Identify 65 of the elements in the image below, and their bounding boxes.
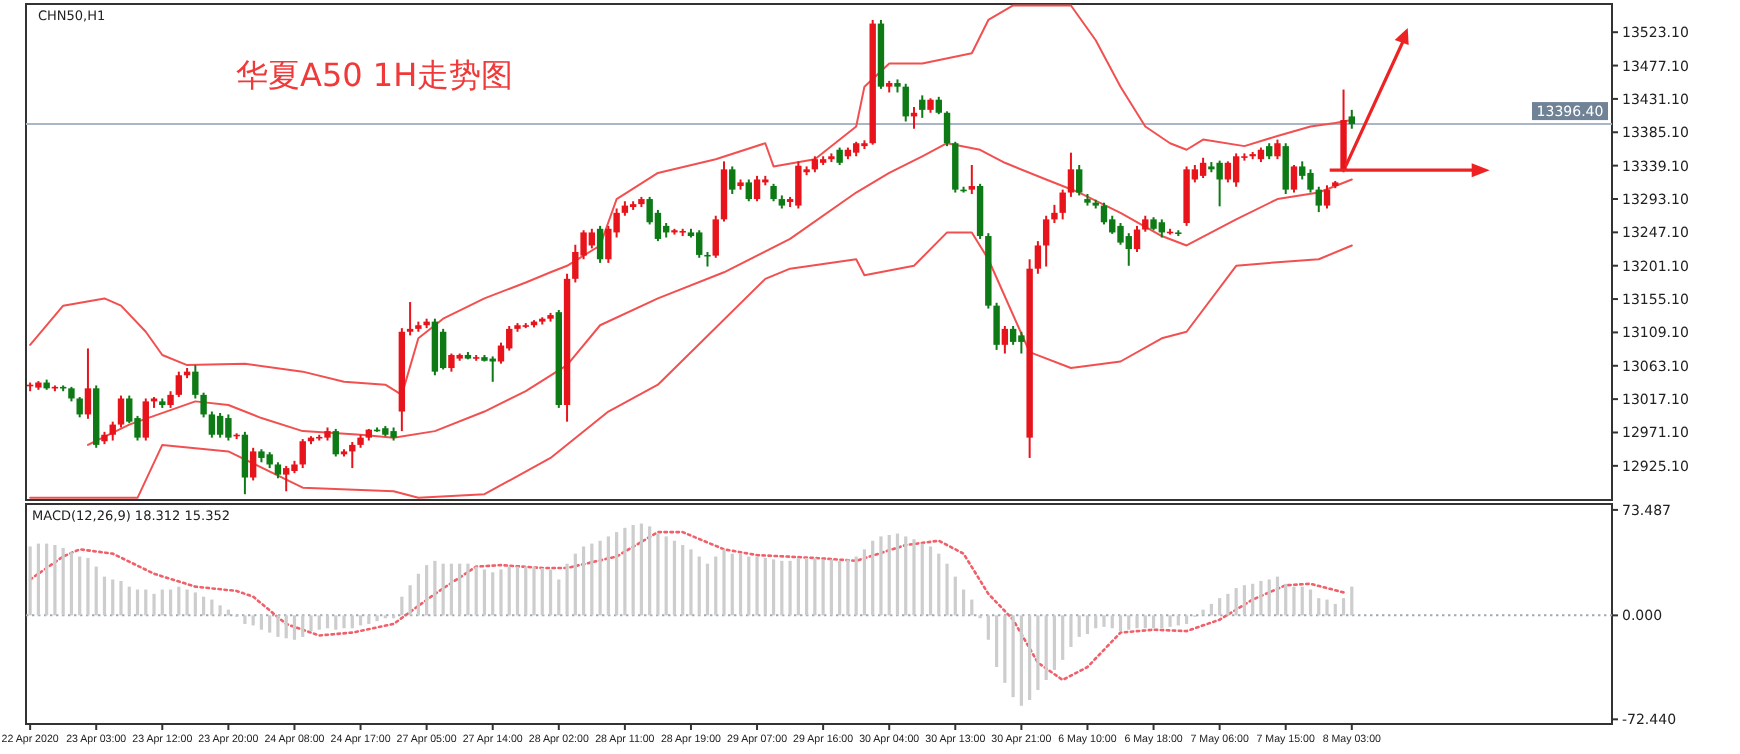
candlestick (283, 464, 290, 493)
candlestick (1199, 156, 1207, 180)
candlestick (1125, 232, 1132, 267)
candlestick (1274, 138, 1281, 161)
candlestick (1009, 324, 1017, 346)
candlestick (902, 82, 909, 123)
line-series (29, 231, 1353, 499)
candlestick (1282, 142, 1289, 195)
candlestick (216, 411, 224, 439)
candlestick (1059, 188, 1066, 221)
candlestick (596, 224, 604, 264)
candlestick (1076, 163, 1083, 197)
candlestick (1133, 224, 1141, 253)
candlestick (1067, 151, 1075, 198)
candlestick (993, 301, 1000, 351)
candlestick (1100, 201, 1108, 226)
candlestick (712, 214, 719, 259)
candlestick (795, 160, 802, 210)
candlestick (439, 327, 447, 371)
candlestick (117, 394, 125, 429)
candlestick (84, 347, 92, 420)
candlestick (1051, 203, 1058, 224)
candlestick (696, 229, 703, 259)
candlestick (1348, 108, 1355, 130)
candlestick (1018, 330, 1025, 355)
candlestick (1158, 218, 1166, 239)
candlestick (142, 397, 149, 442)
candlestick (588, 227, 596, 250)
candlestick (175, 370, 183, 399)
candlestick (745, 178, 752, 203)
candlestick (406, 301, 414, 337)
candlestick (192, 364, 199, 400)
candlestick (943, 110, 951, 148)
candlestick (1117, 221, 1124, 246)
candlestick (448, 352, 455, 373)
candlestick (1034, 240, 1042, 275)
candlestick (249, 446, 257, 482)
candlestick (76, 396, 83, 419)
candlestick (729, 165, 736, 195)
candlestick (919, 94, 926, 119)
candlestick (1323, 184, 1331, 210)
candlestick (1224, 160, 1232, 184)
line-series (28, 530, 1345, 682)
candlestick (225, 413, 232, 442)
text: 华夏A50 1H走势图 (236, 56, 514, 94)
candlestick (1307, 168, 1314, 194)
candlestick (299, 438, 306, 470)
candlestick (109, 420, 116, 442)
candlestick (200, 391, 207, 419)
candlestick (968, 163, 976, 195)
candlestick (1290, 163, 1298, 194)
candlestick (1216, 159, 1223, 208)
candlestick (1315, 185, 1322, 214)
candlestick (1232, 152, 1240, 188)
candlestick (208, 410, 216, 439)
candlestick (1109, 214, 1116, 235)
candlestick (704, 251, 711, 268)
candlestick (332, 427, 339, 458)
candlestick (753, 174, 761, 203)
candlestick (1001, 324, 1009, 355)
candlestick (1042, 214, 1050, 268)
line-series (29, 4, 1353, 396)
candlestick (952, 140, 959, 194)
candlestick (241, 430, 249, 496)
line-series (86, 142, 1353, 446)
